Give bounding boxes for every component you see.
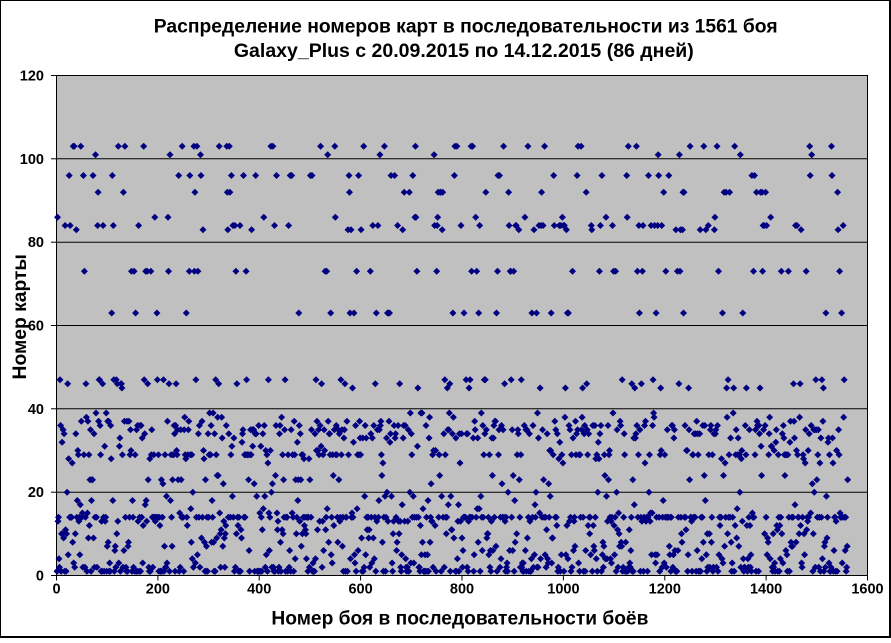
svg-text:0: 0: [52, 582, 60, 598]
svg-text:0: 0: [36, 569, 44, 585]
svg-text:120: 120: [20, 69, 44, 85]
svg-text:60: 60: [28, 319, 44, 335]
svg-text:1200: 1200: [649, 582, 681, 598]
svg-text:400: 400: [247, 582, 271, 598]
svg-text:200: 200: [146, 582, 170, 598]
svg-text:800: 800: [450, 582, 474, 598]
svg-text:80: 80: [28, 235, 44, 251]
svg-text:40: 40: [28, 402, 44, 418]
svg-text:20: 20: [28, 485, 44, 501]
svg-text:Номер карты: Номер карты: [10, 254, 31, 379]
svg-text:100: 100: [20, 152, 44, 168]
svg-text:1600: 1600: [851, 582, 883, 598]
svg-text:Galaxy_Plus с 20.09.2015 по 14: Galaxy_Plus с 20.09.2015 по 14.12.2015 (…: [234, 40, 694, 62]
svg-text:1000: 1000: [547, 582, 579, 598]
svg-text:Распределение номеров карт в п: Распределение номеров карт в последовате…: [154, 17, 778, 38]
svg-text:600: 600: [348, 582, 372, 598]
svg-text:1400: 1400: [750, 582, 782, 598]
svg-text:Номер боя в последовательности: Номер боя в последовательности боёв: [271, 608, 648, 629]
